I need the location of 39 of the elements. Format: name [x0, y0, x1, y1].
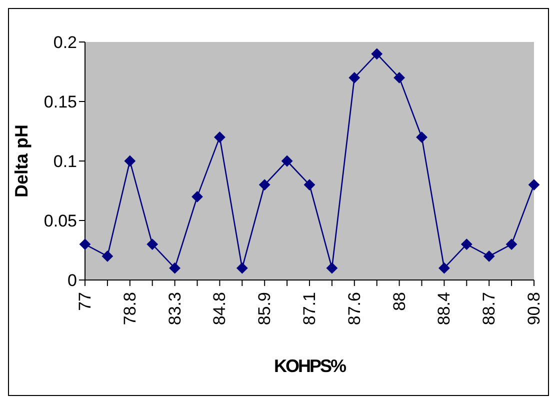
- point: [102, 250, 113, 262]
- point: [326, 262, 338, 274]
- point: [169, 262, 180, 274]
- x-axis-title: KOHPS%: [274, 356, 347, 376]
- point: [438, 262, 450, 274]
- x-tick-label: 78.8: [120, 292, 140, 326]
- point: [394, 72, 405, 84]
- point: [146, 238, 158, 250]
- x-tick-label: 88: [390, 292, 409, 311]
- x-tick-label: 88.7: [480, 292, 499, 326]
- point: [124, 156, 136, 166]
- point: [506, 238, 518, 250]
- x-tick-label: 87.1: [300, 292, 319, 326]
- y-tick-label: 0.05: [44, 212, 77, 231]
- x-tick-label: 90.8: [524, 292, 544, 326]
- y-tick-label: 0: [68, 271, 77, 290]
- x-tick-label: 77: [76, 292, 94, 311]
- x-tick-label: 85.9: [255, 292, 274, 326]
- y-tick-label: 0.2: [53, 33, 77, 52]
- point: [80, 238, 90, 250]
- x-tick-label: 88.4: [434, 292, 454, 326]
- point: [282, 156, 293, 166]
- point: [236, 262, 248, 274]
- point: [461, 238, 472, 250]
- y-axis-title: Delta pH: [11, 124, 32, 198]
- point: [348, 72, 360, 84]
- point: [259, 179, 270, 190]
- point: [214, 132, 226, 143]
- point: [371, 48, 382, 60]
- x-tick-label: 87.6: [344, 292, 364, 326]
- y-tick-label: 0.15: [44, 92, 77, 112]
- point: [192, 191, 203, 202]
- point: [416, 132, 428, 143]
- x-tick-label: 84.8: [210, 292, 230, 326]
- point: [484, 250, 495, 262]
- point: [528, 179, 540, 190]
- point: [304, 179, 315, 190]
- x-tick-label: 83.3: [165, 292, 184, 326]
- y-tick-label: 0.1: [53, 152, 77, 172]
